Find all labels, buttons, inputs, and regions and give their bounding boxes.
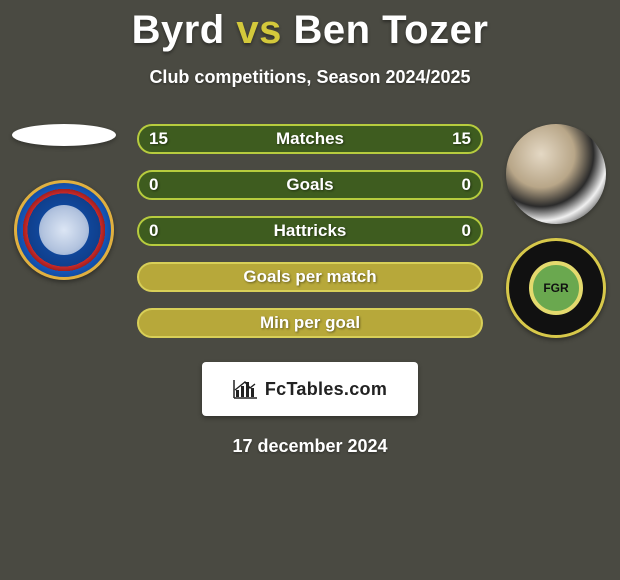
stat-right-value: 0 (462, 221, 471, 241)
stat-right-value: 0 (462, 175, 471, 195)
stat-left-value: 0 (149, 221, 158, 241)
left-player-headshot (12, 124, 116, 146)
stat-label: Min per goal (260, 313, 360, 333)
left-player-column (4, 124, 124, 280)
right-player-column (496, 124, 616, 338)
stat-bar-goals-per-match: Goals per match (137, 262, 483, 292)
stat-left-value: 15 (149, 129, 168, 149)
subtitle: Club competitions, Season 2024/2025 (0, 67, 620, 88)
page-title: Byrd vs Ben Tozer (0, 0, 620, 53)
date-text: 17 december 2024 (0, 436, 620, 457)
title-right-name: Ben Tozer (294, 8, 489, 52)
stat-bar-goals: 0 Goals 0 (137, 170, 483, 200)
right-club-badge (506, 238, 606, 338)
stat-label: Goals per match (243, 267, 376, 287)
brand-text: FcTables.com (265, 379, 387, 400)
stat-left-value: 0 (149, 175, 158, 195)
stat-bar-min-per-goal: Min per goal (137, 308, 483, 338)
title-left-name: Byrd (132, 8, 225, 52)
stat-bar-matches: 15 Matches 15 (137, 124, 483, 154)
stat-label: Hattricks (274, 221, 347, 241)
left-club-badge (14, 180, 114, 280)
stats-bars: 15 Matches 15 0 Goals 0 0 Hattricks 0 Go… (137, 124, 483, 338)
stat-label: Matches (276, 129, 344, 149)
title-separator: vs (236, 8, 282, 52)
stat-label: Goals (286, 175, 333, 195)
brand-box: FcTables.com (202, 362, 418, 416)
stat-right-value: 15 (452, 129, 471, 149)
bar-chart-icon (233, 378, 259, 400)
comparison-panel: 15 Matches 15 0 Goals 0 0 Hattricks 0 Go… (0, 124, 620, 457)
right-player-headshot (506, 124, 606, 224)
stat-bar-hattricks: 0 Hattricks 0 (137, 216, 483, 246)
